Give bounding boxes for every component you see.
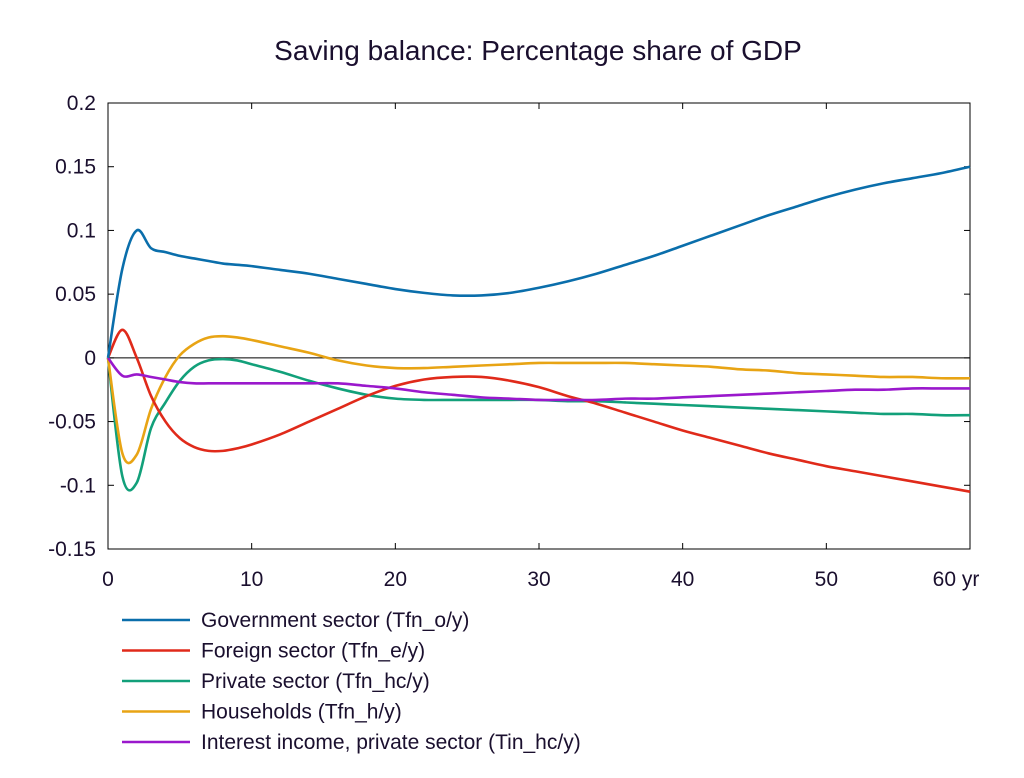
y-tick-label: -0.1 (60, 474, 96, 497)
series-line-4 (106, 357, 970, 402)
y-tick-label: 0.1 (67, 219, 96, 242)
x-tick-label: 60 yr (933, 568, 980, 591)
series-line-3 (106, 334, 971, 465)
plot-frame (107, 102, 971, 550)
y-tick-label: 0.2 (67, 92, 96, 115)
x-tick-label: 0 (102, 568, 114, 591)
legend-label-1: Foreign sector (Tfn_e/y) (201, 640, 425, 663)
legend-label-2: Private sector (Tfn_hc/y) (201, 670, 430, 693)
chart-title: Saving balance: Percentage share of GDP (274, 35, 802, 66)
x-tick-label: 20 (384, 568, 407, 591)
series-line-1 (106, 328, 971, 493)
y-tick-label: 0 (84, 347, 96, 370)
series-line-2 (106, 357, 971, 492)
y-tick-label: -0.15 (48, 538, 96, 561)
y-tick-label: 0.05 (55, 283, 96, 306)
x-tick-label: 10 (240, 568, 263, 591)
x-tick-label: 30 (527, 568, 550, 591)
x-tick-label: 50 (815, 568, 838, 591)
legend-label-3: Households (Tfn_h/y) (201, 701, 402, 724)
y-tick-label: -0.05 (48, 411, 96, 434)
y-tick-label: 0.15 (55, 156, 96, 179)
x-tick-label: 40 (671, 568, 694, 591)
series-line-0 (106, 165, 971, 359)
legend-label-0: Government sector (Tfn_o/y) (201, 609, 469, 632)
plot-area: 0.2 0.15 0.1 0.05 0 -0.05 -0.1 -0.15 0 10 20 30 40 50… (48, 92, 979, 591)
legend: Government sector (Tfn_o/y) Foreign secto… (122, 609, 581, 754)
legend-label-4: Interest income, private sector (Tin_hc/… (201, 731, 581, 754)
